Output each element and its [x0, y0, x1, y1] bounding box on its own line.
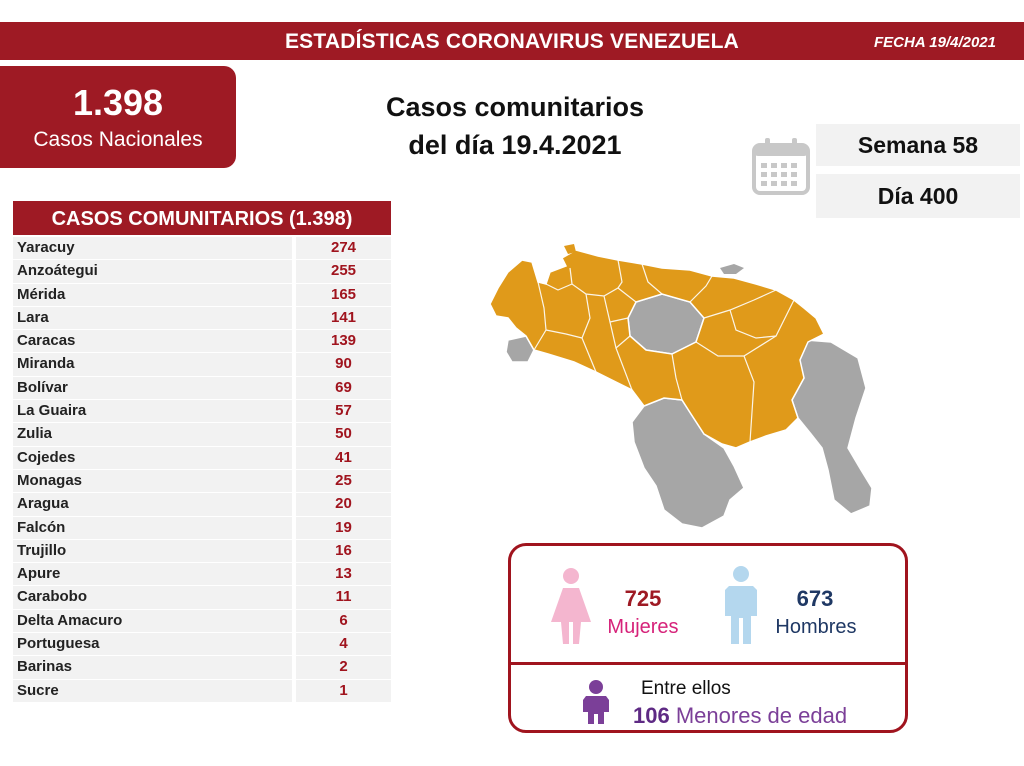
state-name: Monagas — [13, 469, 292, 494]
table-row: Caracas 139 — [13, 330, 391, 354]
map-region-esequibo — [791, 339, 873, 515]
venezuela-map — [489, 244, 873, 529]
state-name: Apure — [13, 563, 292, 587]
table-row: Apure 13 — [13, 563, 391, 587]
table-body: Yaracuy 274 Anzoátegui 255 Mérida 165 Lara 141 C… — [13, 237, 391, 703]
table-row: Carabobo 11 — [13, 586, 391, 610]
state-cases: 4 — [296, 633, 391, 657]
table-row: Cojedes 41 — [13, 446, 391, 470]
header-title: ESTADÍSTICAS CORONAVIRUS VENEZUELA — [284, 30, 740, 53]
table-row: Lara 141 — [13, 306, 391, 331]
state-name: Cojedes — [13, 446, 292, 470]
table-row: Zulia 50 — [13, 423, 391, 447]
day-label: Día 400 — [816, 174, 1020, 218]
between-label: Entre ellos — [641, 678, 731, 699]
state-name: La Guaira — [13, 400, 292, 424]
map-region-mainland — [489, 249, 826, 449]
national-cases-label: Casos Nacionales — [33, 128, 203, 151]
table-row: Falcón 19 — [13, 516, 391, 540]
women-label: Mujeres — [607, 616, 679, 638]
table-row: Portuguesa 4 — [13, 633, 391, 657]
table-row: Trujillo 16 — [13, 539, 391, 564]
state-name: Miranda — [13, 353, 292, 377]
gender-summary-box: 725 Mujeres 673 Hombres Entre ellos 106 … — [508, 543, 908, 733]
state-name: Caracas — [13, 330, 292, 354]
men-label: Hombres — [775, 616, 857, 638]
state-name: Carabobo — [13, 586, 292, 610]
state-name: Aragua — [13, 493, 292, 517]
main-title: Casos comunitarios del día 19.4.2021 — [340, 88, 690, 164]
table-row: Delta Amacuro 6 — [13, 609, 391, 634]
state-cases: 139 — [296, 330, 391, 354]
map-region-nueva-esparta — [720, 264, 744, 274]
state-cases: 255 — [296, 260, 391, 284]
state-name: Sucre — [13, 679, 292, 703]
main-title-line1: Casos comunitarios — [385, 92, 645, 122]
table-row: Sucre 1 — [13, 679, 391, 703]
state-cases: 274 — [296, 237, 391, 261]
state-cases: 13 — [296, 563, 391, 587]
state-cases: 2 — [296, 656, 391, 680]
calendar-icon — [752, 138, 810, 195]
table-row: Barinas 2 — [13, 656, 391, 680]
woman-icon — [551, 568, 591, 644]
women-count: 725 — [624, 586, 662, 611]
state-cases: 16 — [296, 539, 391, 564]
state-cases: 90 — [296, 353, 391, 377]
table-row: Mérida 165 — [13, 283, 391, 307]
state-cases: 11 — [296, 586, 391, 610]
men-count: 673 — [796, 586, 834, 611]
week-label: Semana 58 — [816, 124, 1020, 166]
state-name: Delta Amacuro — [13, 609, 292, 634]
state-cases: 69 — [296, 376, 391, 401]
community-cases-table: CASOS COMUNITARIOS (1.398) Yaracuy 274 Anz… — [13, 201, 391, 703]
state-name: Bolívar — [13, 376, 292, 401]
national-cases-number: 1.398 — [72, 82, 164, 123]
state-cases: 50 — [296, 423, 391, 447]
state-cases: 25 — [296, 469, 391, 494]
table-row: Anzoátegui 255 — [13, 260, 391, 284]
state-cases: 6 — [296, 609, 391, 634]
table-row: Aragua 20 — [13, 493, 391, 517]
state-cases: 41 — [296, 446, 391, 470]
state-name: Yaracuy — [13, 237, 292, 261]
gender-divider — [511, 662, 905, 665]
header-bar: ESTADÍSTICAS CORONAVIRUS VENEZUELA FECHA… — [0, 22, 1024, 60]
state-cases: 141 — [296, 306, 391, 331]
table-row: Bolívar 69 — [13, 376, 391, 401]
state-name: Trujillo — [13, 539, 292, 564]
minors-count: 106 — [633, 703, 670, 728]
table-row: La Guaira 57 — [13, 400, 391, 424]
state-name: Portuguesa — [13, 633, 292, 657]
state-cases: 165 — [296, 283, 391, 307]
state-name: Zulia — [13, 423, 292, 447]
state-name: Anzoátegui — [13, 260, 292, 284]
state-name: Mérida — [13, 283, 292, 307]
header-date: FECHA 19/4/2021 — [873, 34, 996, 51]
table-row: Monagas 25 — [13, 469, 391, 494]
national-cases-box: 1.398 Casos Nacionales — [0, 66, 236, 168]
state-name: Falcón — [13, 516, 292, 540]
state-cases: 20 — [296, 493, 391, 517]
minors-text: 106 Menores de edad — [633, 703, 847, 729]
table-row: Yaracuy 274 — [13, 237, 391, 261]
child-icon — [583, 680, 609, 724]
state-cases: 1 — [296, 679, 391, 703]
state-name: Lara — [13, 306, 292, 331]
minors-label: Menores de edad — [675, 703, 848, 728]
state-name: Barinas — [13, 656, 292, 680]
main-title-line2: del día 19.4.2021 — [408, 130, 622, 160]
man-icon — [725, 566, 757, 644]
state-cases: 57 — [296, 400, 391, 424]
state-cases: 19 — [296, 516, 391, 540]
table-header: CASOS COMUNITARIOS (1.398) — [13, 201, 391, 237]
table-row: Miranda 90 — [13, 353, 391, 377]
